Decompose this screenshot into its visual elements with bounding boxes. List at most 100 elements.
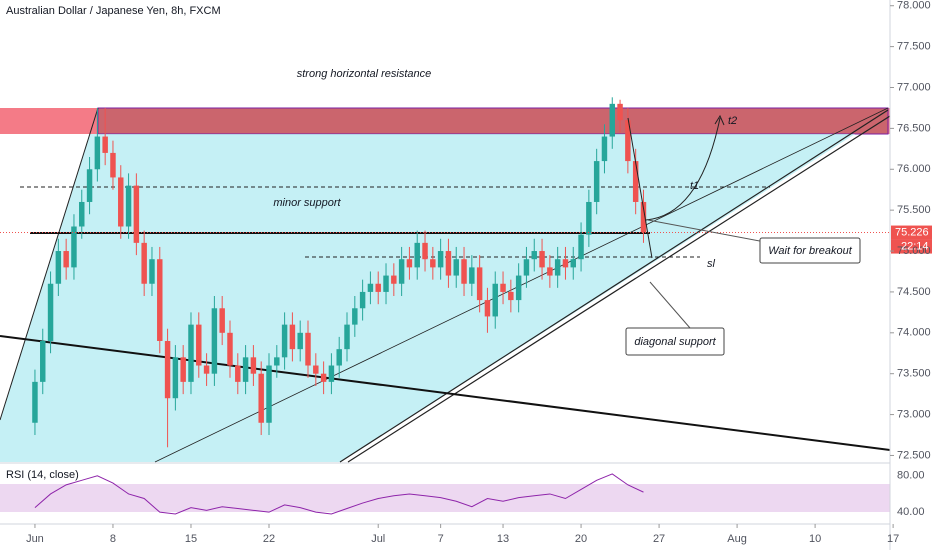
candle-body xyxy=(328,365,335,382)
candle-body xyxy=(508,291,514,301)
candle-body xyxy=(313,365,319,374)
y-tick-label: 72.500 xyxy=(897,449,931,461)
rsi-line xyxy=(34,473,644,515)
candle-body xyxy=(422,242,428,260)
chart-title: Australian Dollar / Japanese Yen, 8h, FX… xyxy=(6,5,221,17)
annotation: t1 xyxy=(690,180,699,192)
callout-box xyxy=(759,237,861,264)
candle-body xyxy=(250,357,257,374)
arrow-head xyxy=(714,114,725,126)
candle-body xyxy=(141,242,147,284)
candle-body xyxy=(110,152,116,178)
candle-body xyxy=(601,136,608,162)
x-tick-label: 27 xyxy=(653,533,665,545)
rsi-tick-label: 80.00 xyxy=(897,470,925,482)
resistance-zone xyxy=(0,108,890,134)
price-label: 75.226 xyxy=(895,226,929,238)
support-line xyxy=(154,107,889,463)
x-tick-label: 10 xyxy=(809,533,821,545)
callout-pointer xyxy=(647,219,766,243)
candle-body xyxy=(172,357,179,399)
candle-body xyxy=(398,259,405,284)
price-axis xyxy=(890,0,932,550)
projection-line xyxy=(627,117,653,259)
diagonal-line xyxy=(347,115,891,463)
candle-body xyxy=(94,136,101,170)
candle-body xyxy=(562,259,569,268)
candle-body xyxy=(344,324,350,350)
x-tick-label: 13 xyxy=(497,533,509,545)
candle-body xyxy=(203,365,210,374)
candle-body xyxy=(289,324,296,350)
candle-body xyxy=(258,373,264,423)
candle-body xyxy=(55,251,62,284)
y-tick-label: 77.500 xyxy=(897,41,931,53)
candle-body xyxy=(211,308,218,374)
annotation: Wait for breakout xyxy=(768,245,853,257)
countdown-tag xyxy=(891,239,932,254)
candle-body xyxy=(554,259,561,276)
candle-body xyxy=(406,259,413,268)
candle-body xyxy=(578,234,584,260)
candle-body xyxy=(320,373,327,382)
candle-body xyxy=(515,275,522,301)
candles xyxy=(32,97,647,448)
candle-body xyxy=(492,283,498,317)
callout-box xyxy=(625,327,725,356)
callout-pointer xyxy=(649,281,691,329)
candle-body xyxy=(632,161,639,202)
candle-body xyxy=(274,357,280,366)
candle-body xyxy=(235,365,241,382)
y-tick-label: 76.500 xyxy=(897,122,931,134)
x-tick-label: 7 xyxy=(438,533,444,545)
candle-body xyxy=(219,308,225,333)
arrow-curve xyxy=(645,117,721,221)
candle-body xyxy=(547,267,553,276)
candle-body xyxy=(63,251,69,268)
candle-body xyxy=(196,324,202,366)
candle-body xyxy=(453,259,459,276)
candle-body xyxy=(352,308,358,325)
x-tick-label: 20 xyxy=(575,533,587,545)
resistance-box xyxy=(97,107,889,135)
candle-body xyxy=(71,226,77,268)
candle-body xyxy=(133,185,140,243)
x-tick-label: 8 xyxy=(110,533,116,545)
candle-body xyxy=(164,340,171,399)
candle-body xyxy=(149,259,155,284)
candle-body xyxy=(305,332,311,366)
candle-body xyxy=(47,283,54,341)
candle-body xyxy=(445,251,452,276)
candle-body xyxy=(609,103,615,137)
y-tick-label: 77.000 xyxy=(897,81,931,93)
x-tick-label: 22 xyxy=(263,533,275,545)
annotation: strong horizontal resistance xyxy=(297,68,432,80)
y-tick-label: 73.500 xyxy=(897,368,931,380)
rsi-label: RSI (14, close) xyxy=(6,469,79,481)
candle-body xyxy=(469,267,475,284)
candle-body xyxy=(539,251,545,268)
candle-body xyxy=(484,300,491,317)
candle-body xyxy=(617,103,623,121)
candle-body xyxy=(586,201,592,235)
candle-body xyxy=(86,169,93,202)
candle-body xyxy=(188,324,194,382)
y-tick-label: 78.000 xyxy=(897,0,931,12)
price-tag xyxy=(891,225,932,240)
y-tick-label: 74.500 xyxy=(897,286,931,298)
candle-body xyxy=(430,259,436,268)
candle-body xyxy=(242,357,249,382)
candle-body xyxy=(593,161,600,202)
candle-body xyxy=(102,136,108,153)
rsi-tick-label: 40.00 xyxy=(897,506,925,518)
candle-body xyxy=(359,291,366,309)
y-tick-label: 74.000 xyxy=(897,327,931,339)
y-tick-label: 75.000 xyxy=(897,245,931,257)
candle-body xyxy=(570,259,576,268)
candle-body xyxy=(266,365,272,423)
candle-body xyxy=(125,185,132,227)
diagonal-line xyxy=(339,109,889,463)
candle-body xyxy=(375,283,381,292)
candle-body xyxy=(32,381,38,423)
